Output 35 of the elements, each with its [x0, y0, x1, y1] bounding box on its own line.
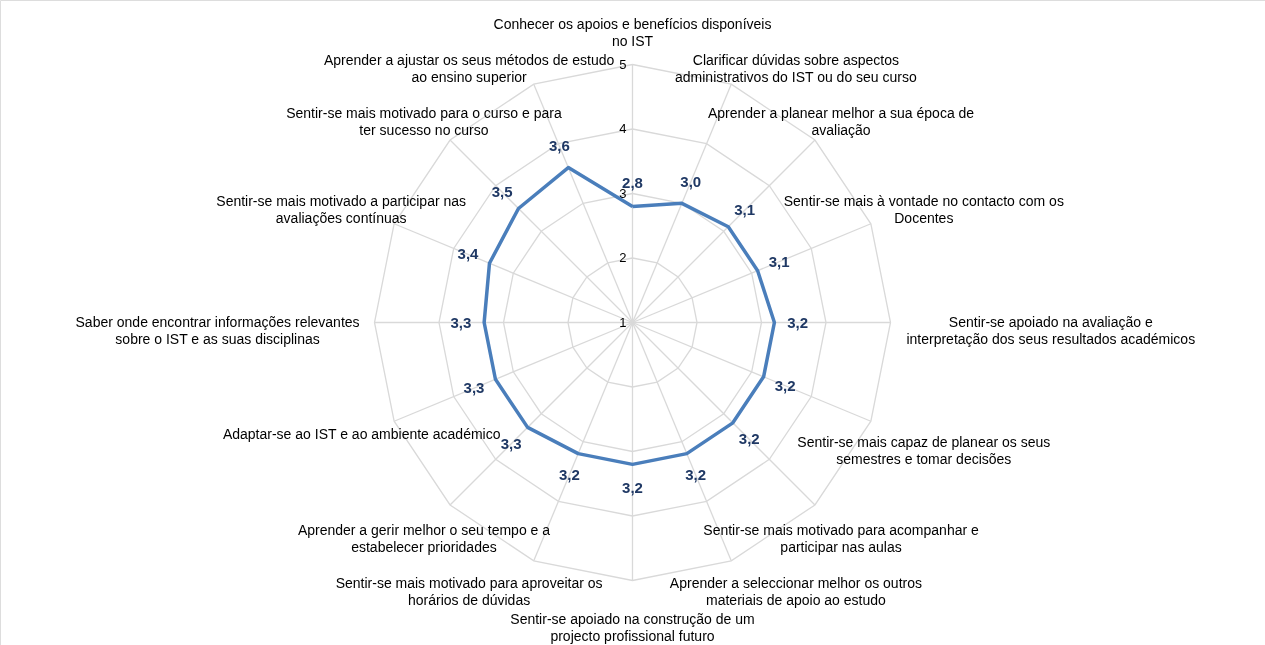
y-tick-label: 2	[619, 250, 627, 265]
data-label: 3,2	[738, 430, 760, 448]
spoke-label: Adaptar-se ao IST e ao ambiente académico	[222, 425, 501, 442]
data-label: 3,4	[457, 245, 480, 263]
data-label: 3,3	[500, 434, 522, 452]
spoke-label: Aprender a gerir melhor o seu tempo e a estabelecer prioridades	[297, 522, 551, 556]
spoke-label: Sentir-se mais motivado para aproveitar os horários de dúvidas	[335, 575, 603, 608]
data-label: 3,0	[680, 172, 702, 190]
spoke-label: Aprender a seleccionar melhor os outros materiais de apoio ao estudo	[669, 575, 922, 608]
spoke-label: Sentir-se mais motivado para acompanhar e participar nas aulas	[703, 522, 979, 556]
spoke-label: Sentir-se apoiado na avaliação e interpretação dos seus resultados académicos	[906, 313, 1196, 347]
data-label: 3,6	[549, 137, 570, 155]
y-tick-label: 4	[619, 121, 627, 136]
data-label: 3,3	[463, 379, 485, 397]
data-label: 3,2	[774, 376, 796, 394]
spoke-label: Sentir-se mais motivado a participar nas avaliações contínuas	[216, 192, 467, 226]
data-label: 3,3	[450, 313, 472, 331]
data-label: 3,5	[491, 183, 513, 201]
spoke-label: Conhecer os apoios e benefícios disponíveis no IST	[493, 16, 772, 49]
data-label: 3,2	[558, 466, 580, 484]
data-label: 3,1	[768, 252, 790, 270]
y-tick-label: 5	[619, 56, 627, 72]
spoke-label: Aprender a planear melhor a sua época de avaliação	[707, 104, 975, 138]
data-label: 3,2	[622, 478, 643, 496]
spoke-label: Sentir-se mais motivado para o curso e para ter sucesso no curso	[286, 104, 562, 138]
data-label: 3,1	[734, 201, 756, 219]
spoke-label: Sentir-se apoiado na construção de um projecto profissional futuro	[510, 611, 755, 644]
spoke-label: Saber onde encontrar informações relevantes sobre o IST e as suas disciplinas	[75, 313, 360, 347]
data-label: 3,2	[685, 466, 707, 484]
y-tick-label: 1	[619, 314, 627, 330]
data-label: 3,2	[787, 313, 809, 331]
spoke-label: Clarificar dúvidas sobre aspectos administrativos do IST ou do seu curso	[675, 52, 917, 85]
spoke-label: Sentir-se mais à vontade no contacto com os Docentes	[783, 192, 1064, 226]
spoke-label: Aprender a ajustar os seus métodos de estudo ao ensino superior	[323, 52, 615, 85]
spoke-label: Sentir-se mais capaz de planear os seus semestres e tomar decisões	[797, 434, 1051, 468]
